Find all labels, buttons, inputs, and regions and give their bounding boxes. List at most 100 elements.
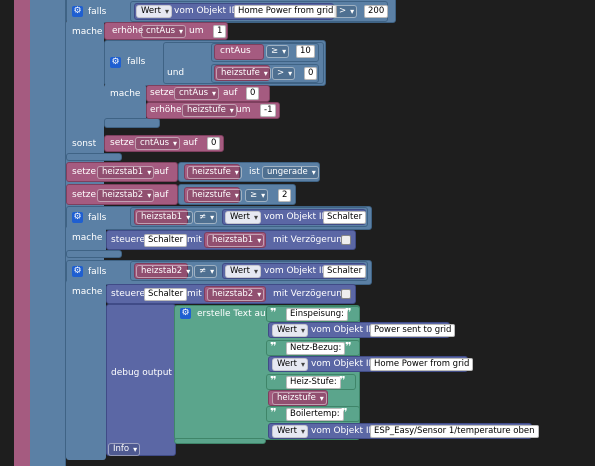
operator-dropdown[interactable]: ≥: [245, 189, 269, 202]
keyword-steuere: steuere: [111, 235, 146, 245]
number-field[interactable]: 0: [207, 137, 221, 150]
variable-name: cntAus: [220, 46, 251, 56]
keyword-mit-verzoegerung: mit Verzögerung: [273, 235, 348, 245]
object-id-field[interactable]: Schalter: [144, 288, 188, 301]
variable-dropdown[interactable]: heizstab1: [207, 234, 265, 247]
object-id-field[interactable]: ESP_Easy/Sensor 1/temperature oben: [370, 425, 539, 438]
gear-icon[interactable]: ⚙: [180, 308, 191, 319]
keyword-um: um: [189, 26, 204, 36]
keyword-setze: setze: [150, 88, 175, 98]
gear-icon[interactable]: ⚙: [110, 57, 121, 68]
number-field[interactable]: 0: [304, 67, 318, 80]
variable-dropdown[interactable]: heizstab2: [207, 288, 265, 301]
number-field[interactable]: 10: [296, 45, 315, 58]
keyword-debug-output: debug output: [111, 368, 172, 378]
if-block-nested-footer: [104, 118, 160, 128]
if-block-1-footer: [66, 153, 122, 161]
quote-icon: ❞: [270, 306, 277, 319]
keyword-auf: auf: [154, 167, 169, 177]
keyword-erhoehe: erhöhe: [112, 26, 144, 36]
text-field[interactable]: Einspeisung:: [286, 308, 348, 321]
object-id-field[interactable]: Home Power from grid: [370, 358, 474, 371]
variable-dropdown[interactable]: heizstufe: [182, 104, 237, 117]
variable-dropdown[interactable]: cntAus: [135, 137, 181, 150]
variable-dropdown[interactable]: heizstab2: [136, 265, 194, 278]
quote-icon: ❞: [270, 374, 277, 387]
quote-icon: ❞: [270, 406, 277, 419]
gear-icon[interactable]: ⚙: [72, 212, 83, 223]
vom-objekt-id-label: vom Objekt ID: [174, 6, 239, 16]
number-field[interactable]: -1: [260, 104, 277, 117]
operator-dropdown[interactable]: ≥: [266, 45, 290, 58]
quote-icon: ❞: [339, 374, 346, 387]
number-field[interactable]: 2: [278, 189, 292, 202]
object-id-field[interactable]: Schalter: [144, 234, 188, 247]
outer-block-bar-magenta: [14, 0, 32, 466]
wert-dropdown[interactable]: Wert: [272, 425, 308, 438]
object-id-field[interactable]: Home Power from grid: [234, 5, 338, 18]
vom-objekt-id-label: vom Objekt ID: [311, 359, 376, 369]
keyword-auf: auf: [154, 190, 169, 200]
quote-icon: ❞: [270, 340, 277, 353]
variable-dropdown[interactable]: cntAus: [141, 25, 187, 38]
keyword-mache: mache: [110, 89, 141, 99]
keyword-mache: mache: [72, 287, 103, 297]
keyword-setze: setze: [72, 167, 97, 177]
object-id-field[interactable]: Schalter: [323, 211, 367, 224]
property-dropdown[interactable]: ungerade: [262, 166, 319, 179]
operator-dropdown[interactable]: >: [334, 5, 358, 18]
operator-dropdown[interactable]: >: [272, 67, 296, 80]
object-id-field[interactable]: Schalter: [323, 265, 367, 278]
keyword-auf: auf: [183, 138, 198, 148]
variable-dropdown[interactable]: heizstufe: [187, 166, 242, 179]
variable-dropdown[interactable]: heizstufe: [187, 189, 242, 202]
wert-dropdown[interactable]: Wert: [272, 324, 308, 337]
vom-objekt-id-label: vom Objekt ID: [311, 325, 376, 335]
keyword-sonst: sonst: [72, 139, 97, 149]
gear-icon[interactable]: ⚙: [72, 6, 83, 17]
operator-dropdown[interactable]: ≠: [194, 211, 218, 224]
debug-output-block[interactable]: [106, 304, 176, 456]
variable-dropdown[interactable]: heizstufe: [216, 67, 271, 80]
if-block-3-arm: [66, 280, 106, 460]
wert-dropdown[interactable]: Wert: [225, 211, 261, 224]
keyword-erhoehe: erhöhe: [150, 105, 182, 115]
variable-get[interactable]: [214, 44, 264, 60]
wert-dropdown[interactable]: Wert: [272, 358, 308, 371]
wert-dropdown[interactable]: Wert: [225, 265, 261, 278]
variable-dropdown[interactable]: cntAus: [174, 87, 220, 100]
keyword-mit-verzoegerung: mit Verzögerung: [273, 289, 348, 299]
variable-dropdown[interactable]: heizstab1: [97, 166, 155, 179]
keyword-steuere: steuere: [111, 289, 146, 299]
checkbox-icon[interactable]: [341, 235, 351, 245]
vom-objekt-id-label: vom Objekt ID: [311, 426, 376, 436]
vom-objekt-id-label: vom Objekt ID: [264, 266, 329, 276]
number-field[interactable]: 1: [213, 25, 227, 38]
operator-dropdown[interactable]: ≠: [194, 265, 218, 278]
keyword-und: und: [167, 68, 185, 78]
checkbox-icon[interactable]: [341, 289, 351, 299]
keyword-erstelle-text: erstelle Text aus: [197, 309, 271, 319]
number-field[interactable]: 200: [364, 5, 389, 18]
wert-dropdown[interactable]: Wert: [136, 5, 172, 18]
object-id-field[interactable]: Power sent to grid: [370, 324, 456, 337]
keyword-setze: setze: [72, 190, 97, 200]
variable-dropdown[interactable]: heizstufe: [272, 392, 327, 405]
number-field[interactable]: 0: [246, 87, 260, 100]
variable-dropdown[interactable]: heizstab2: [97, 189, 155, 202]
if-block-2-footer: [66, 250, 122, 258]
variable-dropdown[interactable]: heizstab1: [136, 211, 194, 224]
log-level-dropdown[interactable]: Info: [108, 443, 141, 456]
vom-objekt-id-label: vom Objekt ID: [264, 212, 329, 222]
keyword-ist: ist: [249, 167, 260, 177]
text-field[interactable]: Netz-Bezug:: [286, 342, 346, 355]
text-field[interactable]: Boilertemp:: [286, 408, 344, 421]
keyword-mache: mache: [72, 233, 103, 243]
keyword-um: um: [236, 105, 251, 115]
keyword-setze: setze: [110, 138, 135, 148]
gear-icon[interactable]: ⚙: [72, 266, 83, 277]
text-field[interactable]: Heiz-Stufe:: [286, 376, 341, 389]
quote-icon: ❞: [341, 406, 348, 419]
if-block-2-arm: [66, 226, 106, 254]
keyword-mit: mit: [187, 289, 202, 299]
